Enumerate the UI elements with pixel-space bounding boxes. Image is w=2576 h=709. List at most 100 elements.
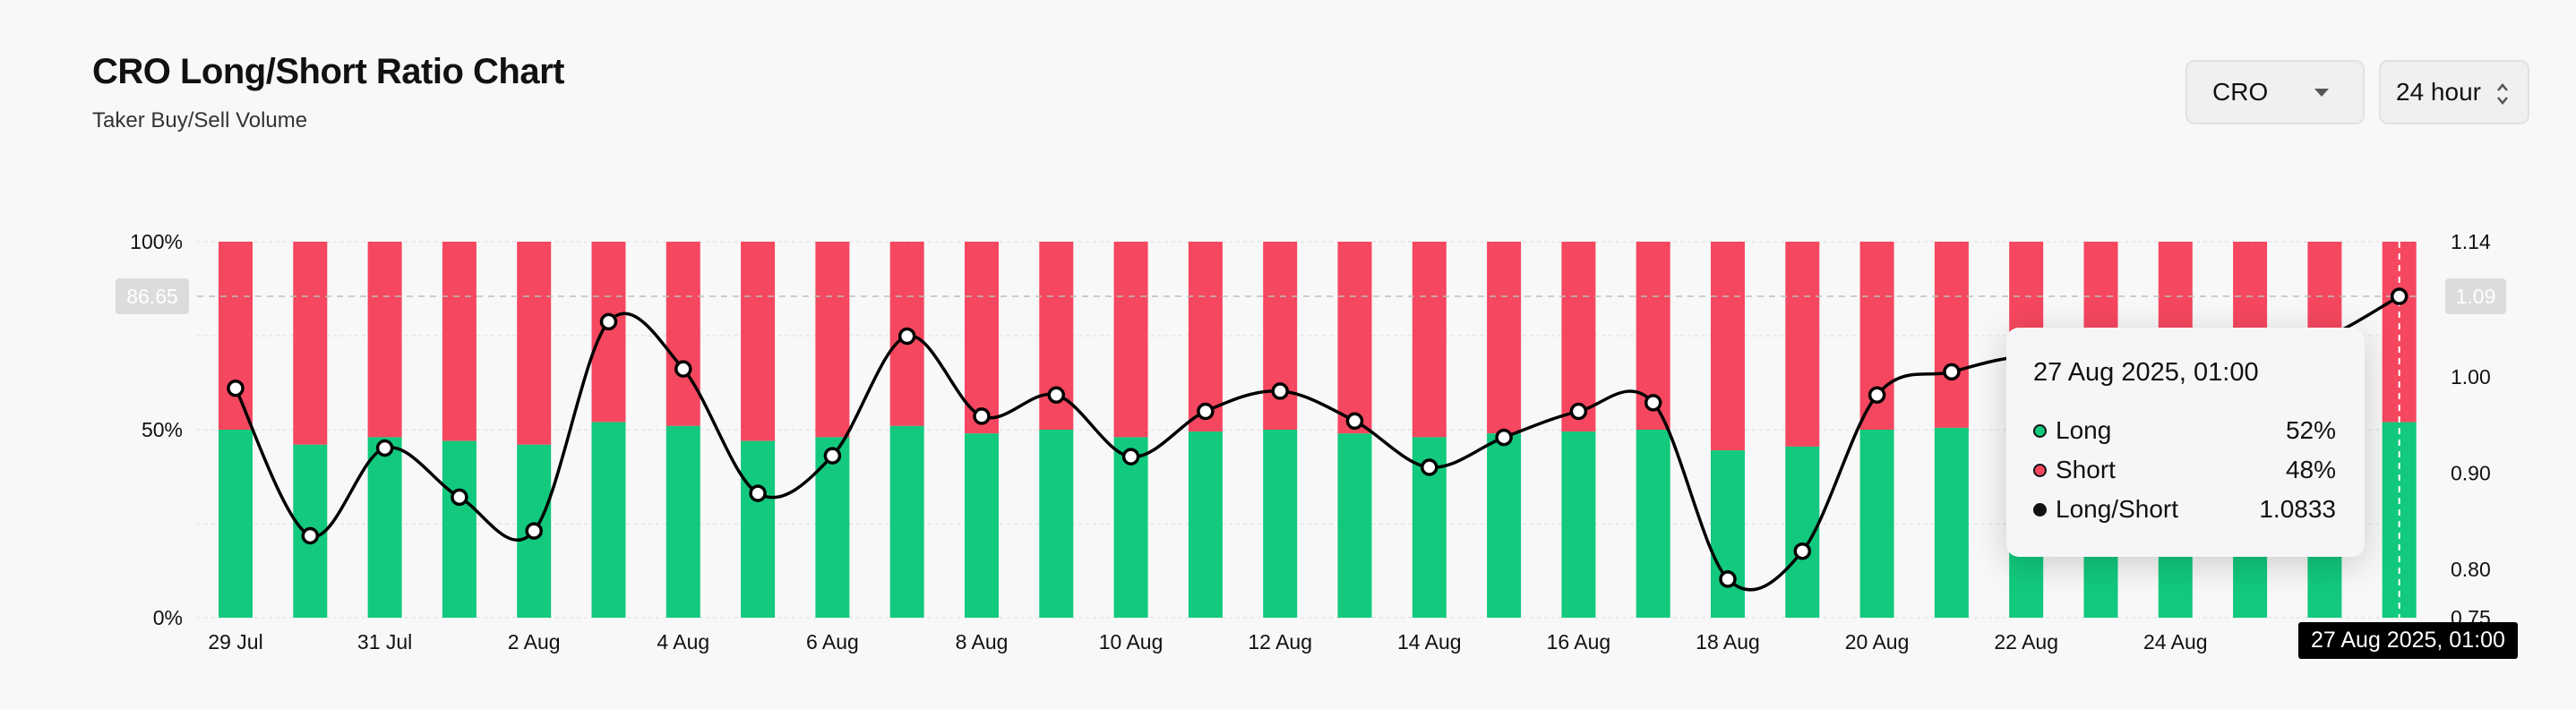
long-dot-icon <box>2033 423 2047 438</box>
long-bar[interactable] <box>591 422 626 618</box>
ratio-point[interactable] <box>973 407 991 425</box>
ratio-point[interactable] <box>1271 382 1289 400</box>
x-tick-label: 31 Jul <box>357 630 412 653</box>
long-bar[interactable] <box>1561 431 1596 618</box>
x-tick-label: 16 Aug <box>1547 630 1611 653</box>
x-tick-label: 4 Aug <box>657 630 709 653</box>
short-bar[interactable] <box>219 242 253 430</box>
long-bar[interactable] <box>442 440 477 618</box>
long-bar[interactable] <box>1487 433 1522 618</box>
x-tick-label: 10 Aug <box>1099 630 1163 653</box>
ratio-point[interactable] <box>301 526 320 545</box>
x-tick-label: 18 Aug <box>1696 630 1760 653</box>
ratio-point[interactable] <box>599 312 618 331</box>
up-down-chevron-icon <box>2497 83 2508 105</box>
short-bar[interactable] <box>1263 242 1298 430</box>
ratio-point[interactable] <box>227 379 245 397</box>
ratio-point[interactable] <box>1719 570 1737 588</box>
x-tick-label: 29 Jul <box>208 630 262 653</box>
x-tick-label: 20 Aug <box>1845 630 1910 653</box>
ratio-point[interactable] <box>1047 386 1066 404</box>
page-title: CRO Long/Short Ratio Chart <box>92 52 564 91</box>
y-left-tick-label: 0% <box>153 606 183 629</box>
long-bar[interactable] <box>1039 430 1074 618</box>
short-bar[interactable] <box>1934 242 1969 428</box>
crosshair-date-label: 27 Aug 2025, 01:00 <box>2298 622 2518 659</box>
short-bar[interactable] <box>442 242 477 441</box>
ratio-point[interactable] <box>1943 363 1961 381</box>
short-bar[interactable] <box>1487 242 1522 434</box>
ratio-point[interactable] <box>1495 428 1513 447</box>
short-bar[interactable] <box>1188 242 1223 432</box>
ratio-point[interactable] <box>451 488 468 507</box>
tooltip-ratio-label: Long/Short <box>2056 495 2178 523</box>
ratio-point[interactable] <box>749 484 767 502</box>
ratio-point[interactable] <box>1121 448 1140 466</box>
tooltip-row-short: Short 48% <box>2033 450 2336 490</box>
ratio-point[interactable] <box>1793 542 1812 560</box>
short-bar[interactable] <box>1561 242 1596 432</box>
ratio-point[interactable] <box>1644 394 1662 412</box>
y-right-tick-label: 0.80 <box>2451 558 2491 581</box>
short-bar[interactable] <box>1412 242 1447 438</box>
long-bar[interactable] <box>367 437 402 618</box>
short-bar[interactable] <box>367 242 402 438</box>
short-bar[interactable] <box>965 242 999 434</box>
short-bar[interactable] <box>293 242 328 445</box>
long-bar[interactable] <box>965 433 999 618</box>
crosshair-left-value: 86.65 <box>126 285 178 308</box>
long-bar[interactable] <box>1859 430 1894 618</box>
chevron-down-icon <box>2314 89 2329 97</box>
tooltip-date: 27 Aug 2025, 01:00 <box>2033 358 2259 387</box>
short-bar[interactable] <box>1113 242 1148 438</box>
ratio-point[interactable] <box>1868 386 1886 404</box>
x-tick-label: 22 Aug <box>1994 630 2058 653</box>
short-bar[interactable] <box>591 242 626 423</box>
long-bar[interactable] <box>665 425 700 618</box>
ratio-point[interactable] <box>823 447 842 465</box>
long-bar[interactable] <box>1934 427 1969 618</box>
short-bar[interactable] <box>1785 242 1820 447</box>
x-tick-label: 24 Aug <box>2143 630 2208 653</box>
time-range-value: 24 hour <box>2396 78 2481 106</box>
tooltip-short-label: Short <box>2056 456 2116 483</box>
ratio-point[interactable] <box>375 439 394 457</box>
tooltip-row-long: Long 52% <box>2033 411 2336 450</box>
long-bar[interactable] <box>219 430 253 618</box>
tooltip-long-label: Long <box>2056 416 2112 444</box>
ratio-point[interactable] <box>1345 412 1364 431</box>
long-bar[interactable] <box>741 440 776 618</box>
short-bar[interactable] <box>2382 242 2417 423</box>
ratio-point[interactable] <box>1569 402 1588 421</box>
long-bar[interactable] <box>1337 433 1372 618</box>
ratio-point[interactable] <box>674 360 692 378</box>
long-bar[interactable] <box>1636 430 1670 618</box>
ratio-point[interactable] <box>1421 458 1438 476</box>
chart-subtitle: Taker Buy/Sell Volume <box>92 108 308 132</box>
long-bar[interactable] <box>1113 437 1148 618</box>
short-bar[interactable] <box>665 242 700 426</box>
ratio-point[interactable] <box>1197 402 1215 421</box>
ratio-point[interactable] <box>525 522 543 540</box>
crosshair-left-badge <box>116 278 189 315</box>
long-bar[interactable] <box>889 425 924 618</box>
long-bar[interactable] <box>1188 431 1223 618</box>
y-left-tick-label: 100% <box>130 230 183 253</box>
ratio-point[interactable] <box>897 327 916 346</box>
time-range-select[interactable]: 24 hour <box>2379 60 2529 124</box>
short-bar[interactable] <box>815 242 850 438</box>
tooltip-row-ratio: Long/Short 1.0833 <box>2033 490 2336 529</box>
long-bar[interactable] <box>1263 430 1298 618</box>
coin-select[interactable]: CRO <box>2185 60 2365 124</box>
ratio-dot-icon <box>2033 502 2047 517</box>
crosshair-right-value: 1.09 <box>2456 285 2496 308</box>
chart-tooltip: 27 Aug 2025, 01:00 Long 52% Short 48% Lo… <box>2006 328 2365 557</box>
long-bar[interactable] <box>1711 450 1745 618</box>
x-tick-label: 2 Aug <box>508 630 561 653</box>
short-bar[interactable] <box>1337 242 1372 434</box>
ratio-point[interactable] <box>2390 287 2409 305</box>
short-bar[interactable] <box>741 242 776 441</box>
short-bar[interactable] <box>1711 242 1745 451</box>
short-dot-icon <box>2033 463 2047 477</box>
short-bar[interactable] <box>517 242 552 445</box>
